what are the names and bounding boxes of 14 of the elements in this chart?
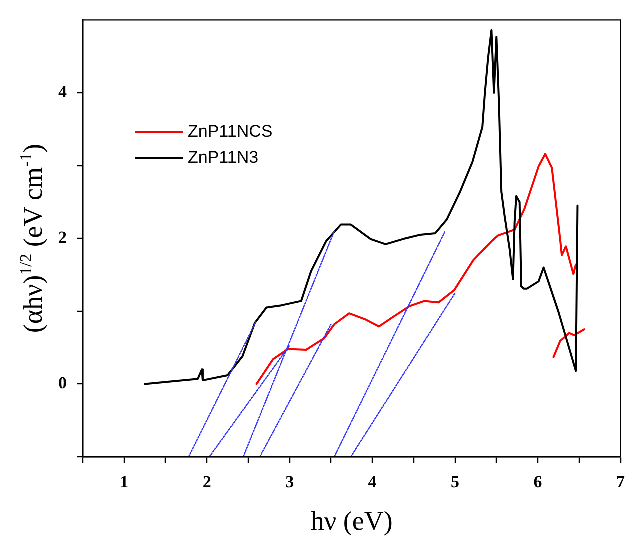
legend-label: ZnP11N3 bbox=[188, 148, 259, 167]
x-tick-label: 7 bbox=[616, 472, 626, 492]
y-tick-label: 0 bbox=[58, 374, 67, 393]
y-tick-label: 4 bbox=[58, 82, 68, 102]
x-tick-label: 2 bbox=[202, 472, 212, 492]
x-tick-label: 1 bbox=[120, 472, 129, 492]
y-tick-label: 2 bbox=[58, 228, 67, 247]
x-tick-label: 3 bbox=[286, 472, 294, 492]
x-axis-title: hν (eV) bbox=[310, 506, 393, 536]
x-tick-label: 5 bbox=[451, 472, 460, 492]
legend-label: ZnP11NCS bbox=[188, 122, 273, 141]
x-tick-label: 4 bbox=[368, 472, 378, 492]
x-tick-label: 6 bbox=[534, 472, 542, 492]
y-axis-title: (αhν)1/2 (eV cm-1) bbox=[16, 144, 48, 334]
